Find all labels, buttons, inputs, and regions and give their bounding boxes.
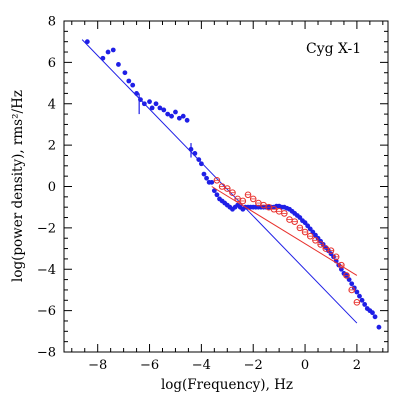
- data-point: [357, 293, 362, 299]
- plot-area: [81, 39, 382, 330]
- x-tick-label: −2: [244, 358, 263, 373]
- x-tick-label: 2: [353, 358, 361, 373]
- x-axis-title: log(Frequency), Hz: [161, 377, 293, 393]
- data-point: [370, 310, 375, 316]
- y-tick-label: 8: [48, 15, 56, 30]
- y-tick-label: −6: [37, 304, 56, 319]
- data-point: [188, 146, 194, 152]
- data-point: [214, 192, 220, 198]
- data-point: [349, 281, 355, 287]
- data-point: [134, 91, 139, 96]
- axes: −8 −6 −4 −2 0 2 −8 −6 −4 −2 0 2 4 6 8: [37, 15, 389, 373]
- data-point: [173, 109, 178, 115]
- y-tick-label: −2: [37, 221, 56, 236]
- source-annotation: Cyg X-1: [306, 41, 361, 57]
- data-point: [376, 324, 382, 330]
- data-point: [165, 111, 171, 117]
- data-point: [149, 105, 155, 111]
- data-point: [147, 99, 152, 105]
- data-point: [84, 39, 90, 45]
- data-point: [157, 105, 163, 111]
- data-point: [362, 302, 368, 307]
- data-point: [176, 115, 182, 121]
- data-point: [126, 78, 132, 84]
- fit-line: [211, 186, 358, 276]
- y-tick-label: 0: [48, 180, 56, 195]
- data-point: [169, 113, 174, 119]
- data-point: [138, 97, 143, 103]
- y-tick-label: 4: [48, 97, 56, 112]
- y-tick-label: −8: [37, 346, 56, 361]
- data-point: [211, 188, 217, 194]
- data-point: [141, 101, 147, 107]
- data-point: [192, 151, 198, 156]
- data-point: [100, 55, 106, 61]
- data-point: [153, 101, 159, 107]
- data-point: [130, 82, 136, 88]
- data-point: [196, 157, 202, 163]
- y-tick-label: 6: [48, 56, 56, 71]
- data-point: [201, 171, 207, 177]
- data-point: [105, 49, 111, 55]
- x-tick-label: 0: [301, 358, 309, 373]
- data-point: [351, 285, 357, 291]
- data-point: [180, 113, 186, 119]
- x-tick-label: −6: [140, 358, 159, 373]
- data-point: [122, 70, 128, 76]
- data-point: [161, 107, 167, 113]
- data-point: [204, 175, 209, 181]
- data-point: [116, 62, 121, 67]
- y-tick-label: 2: [48, 139, 56, 154]
- data-point: [209, 179, 215, 185]
- y-axis-title: log(power density), rms²/Hz: [10, 90, 26, 282]
- data-point: [198, 161, 204, 167]
- data-point: [184, 117, 190, 123]
- series-red: [211, 176, 361, 306]
- series-blue: [81, 39, 382, 330]
- y-tick-label: −4: [37, 263, 56, 278]
- data-point: [372, 314, 378, 320]
- x-tick-label: −4: [192, 358, 211, 373]
- data-point: [359, 297, 365, 303]
- data-point: [354, 289, 360, 295]
- data-point: [110, 47, 116, 53]
- x-tick-label: −8: [88, 358, 107, 373]
